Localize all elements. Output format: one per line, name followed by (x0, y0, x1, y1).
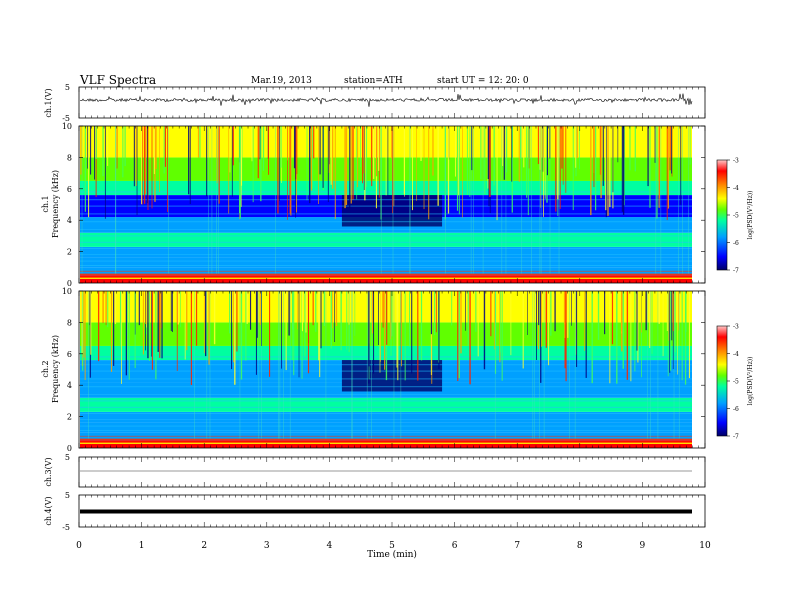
colorbar-tick-label: -5 (733, 213, 739, 220)
ch4-waveform-trace (80, 509, 692, 514)
time-tick-label: 4 (327, 541, 333, 551)
ch1-colorbar-gradient (716, 159, 728, 271)
ch2-spectrogram-panel: 0 2 4 6 8 10 ch.2 Frequency (kHz) (41, 287, 706, 453)
ch2-colorbar-ticks: -3 -4 -5 -6 -7 (727, 324, 739, 441)
time-tick-label: 2 (201, 541, 207, 551)
freq-tick-label: 6 (67, 350, 72, 359)
header-date: Mar.19, 2013 (251, 76, 312, 86)
colorbar-tick-label: -4 (733, 185, 739, 192)
time-tick-label: 3 (264, 541, 270, 551)
time-tick-label: 9 (640, 541, 646, 551)
spectrogram-band (80, 440, 692, 448)
colorbar-tick-label: -7 (733, 434, 739, 441)
freq-tick-label: 0 (67, 279, 72, 288)
ch4-ytick-bottom: -5 (62, 523, 70, 532)
ch1-colorbar-label: log(PSD(V²/Hz)) (747, 191, 754, 240)
ch1-spectrogram-channel-label: ch.1 (41, 195, 50, 212)
ch1-waveform-ylabel: ch.1(V) (44, 88, 53, 117)
quiet-region (341, 195, 443, 227)
ch4-waveform-panel: 5 -5 ch.4(V) (44, 491, 706, 532)
ch1-ytick-top: 5 (65, 83, 70, 92)
colorbar-tick-label: -7 (733, 268, 739, 275)
ch4-waveform-ylabel: ch.4(V) (44, 496, 53, 525)
header-station: station=ATH (344, 76, 403, 86)
ch4-ytick-top: 5 (65, 491, 70, 500)
ch2-spectrogram-ylabel: Frequency (kHz) (51, 335, 60, 403)
x-axis-label: Time (min) (367, 549, 417, 560)
colorbar-tick-label: -3 (733, 158, 739, 165)
header-start-time: start UT = 12: 20: 0 (437, 76, 529, 86)
freq-tick-label: 8 (67, 153, 72, 162)
freq-tick-label: 2 (67, 413, 72, 422)
freq-tick-label: 2 (67, 248, 72, 257)
freq-tick-label: 8 (67, 318, 72, 327)
ch1-waveform-panel: 5 -5 ch.1(V) (44, 83, 706, 123)
ch3-waveform-ylabel: ch.3(V) (44, 457, 53, 486)
ch3-ytick-top: 5 (65, 453, 70, 462)
colorbar-tick-label: -4 (733, 351, 739, 358)
figure-title: VLF Spectra (79, 73, 156, 87)
time-tick-label: 7 (514, 541, 520, 551)
ch2-spectrogram-image (80, 291, 692, 448)
freq-tick-label: 0 (67, 444, 72, 453)
time-tick-label: 5 (389, 541, 395, 551)
ch3-waveform-panel: 5 ch.3(V) (44, 453, 706, 488)
spectrogram-band (80, 275, 692, 283)
spectrogram-band (80, 246, 692, 258)
time-tick-label: 0 (76, 541, 82, 551)
colorbar-tick-label: -3 (733, 324, 739, 331)
freq-tick-label: 4 (67, 216, 72, 225)
time-tick-label: 1 (139, 541, 145, 551)
colorbar-tick-label: -6 (733, 240, 739, 247)
time-tick-label: 6 (452, 541, 458, 551)
ch1-colorbar-ticks: -3 -4 -5 -6 -7 (727, 158, 739, 275)
ch1-spectrogram-image (80, 126, 692, 283)
ch2-colorbar: -3 -4 -5 -6 -7 log(PSD(V²/Hz)) (716, 324, 754, 441)
freq-tick-label: 10 (62, 287, 72, 296)
colorbar-tick-label: -5 (733, 379, 739, 386)
time-tick-marks (78, 87, 706, 527)
ch2-colorbar-gradient (716, 325, 728, 437)
freq-tick-label: 4 (67, 381, 72, 390)
ch1-spectrogram-ylabel: Frequency (kHz) (51, 170, 60, 238)
freq-tick-label: 10 (62, 122, 72, 131)
ch2-spectrogram-channel-label: ch.2 (41, 360, 50, 377)
spectrogram-band (80, 397, 692, 412)
spectrogram-band (80, 422, 692, 433)
ch1-ytick-bottom: -5 (62, 114, 70, 123)
colorbar-tick-label: -6 (733, 406, 739, 413)
time-tick-labels: 0 1 2 3 4 5 6 7 8 9 10 (76, 541, 711, 551)
spectrogram-band (80, 257, 692, 268)
ch2-freq-ticks: 0 2 4 6 8 10 (62, 287, 705, 453)
spectrogram-band (80, 411, 692, 423)
quiet-region (341, 360, 443, 392)
ch1-colorbar: -3 -4 -5 -6 -7 log(PSD(V²/Hz)) (716, 158, 754, 275)
ch1-waveform-trace (79, 93, 693, 107)
time-tick-label: 10 (699, 541, 711, 551)
ch1-spectrogram-panel: 0 2 4 6 8 10 ch.1 Frequency (kHz) (41, 122, 706, 288)
freq-tick-label: 6 (67, 185, 72, 194)
time-tick-label: 8 (577, 541, 583, 551)
ch2-colorbar-label: log(PSD(V²/Hz)) (747, 357, 754, 406)
spectrogram-band (80, 232, 692, 247)
ch1-freq-ticks: 0 2 4 6 8 10 (62, 122, 705, 288)
